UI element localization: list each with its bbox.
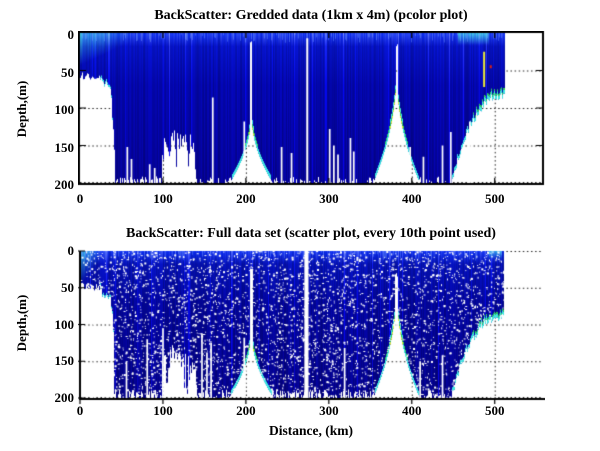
y-tick-label: 0 bbox=[67, 27, 75, 42]
x-tick-label: 300 bbox=[319, 191, 339, 206]
x-tick-label: 400 bbox=[402, 403, 422, 418]
x-tick-label: 200 bbox=[236, 191, 256, 206]
x-tick-label: 500 bbox=[484, 191, 505, 206]
y-tick-label: 100 bbox=[54, 316, 75, 332]
y-tick-label: 100 bbox=[54, 102, 75, 117]
scatter-plot-canvas bbox=[78, 249, 545, 408]
y-tick-label: 150 bbox=[54, 139, 75, 155]
scatter-plot-title: BackScatter: Full data set (scatter plot… bbox=[126, 226, 496, 241]
x-tick-label: 100 bbox=[153, 403, 173, 418]
x-tick-label: 0 bbox=[76, 191, 84, 206]
pcolor-plot-title: BackScatter: Gredded data (1km x 4m) (pc… bbox=[154, 8, 468, 23]
x-tick-label: 100 bbox=[153, 191, 173, 206]
pcolor-plot-canvas bbox=[78, 31, 545, 188]
x-tick-label: 300 bbox=[319, 403, 339, 418]
y-tick-label: 50 bbox=[61, 64, 74, 80]
x-tick-label: 0 bbox=[76, 403, 84, 418]
y-tick-label: 200 bbox=[54, 177, 75, 192]
scatter-xlabel: Distance, (km) bbox=[269, 423, 353, 438]
y-tick-label: 150 bbox=[54, 353, 75, 369]
x-tick-label: 400 bbox=[402, 191, 422, 206]
x-tick-label: 500 bbox=[484, 403, 505, 418]
x-tick-label: 200 bbox=[236, 403, 256, 418]
pcolor-ylabel: Depth,(m) bbox=[14, 80, 29, 138]
y-tick-label: 50 bbox=[61, 279, 74, 295]
scatter-ylabel: Depth,(m) bbox=[14, 294, 29, 352]
y-tick-label: 0 bbox=[67, 243, 75, 258]
y-tick-label: 200 bbox=[54, 390, 75, 405]
